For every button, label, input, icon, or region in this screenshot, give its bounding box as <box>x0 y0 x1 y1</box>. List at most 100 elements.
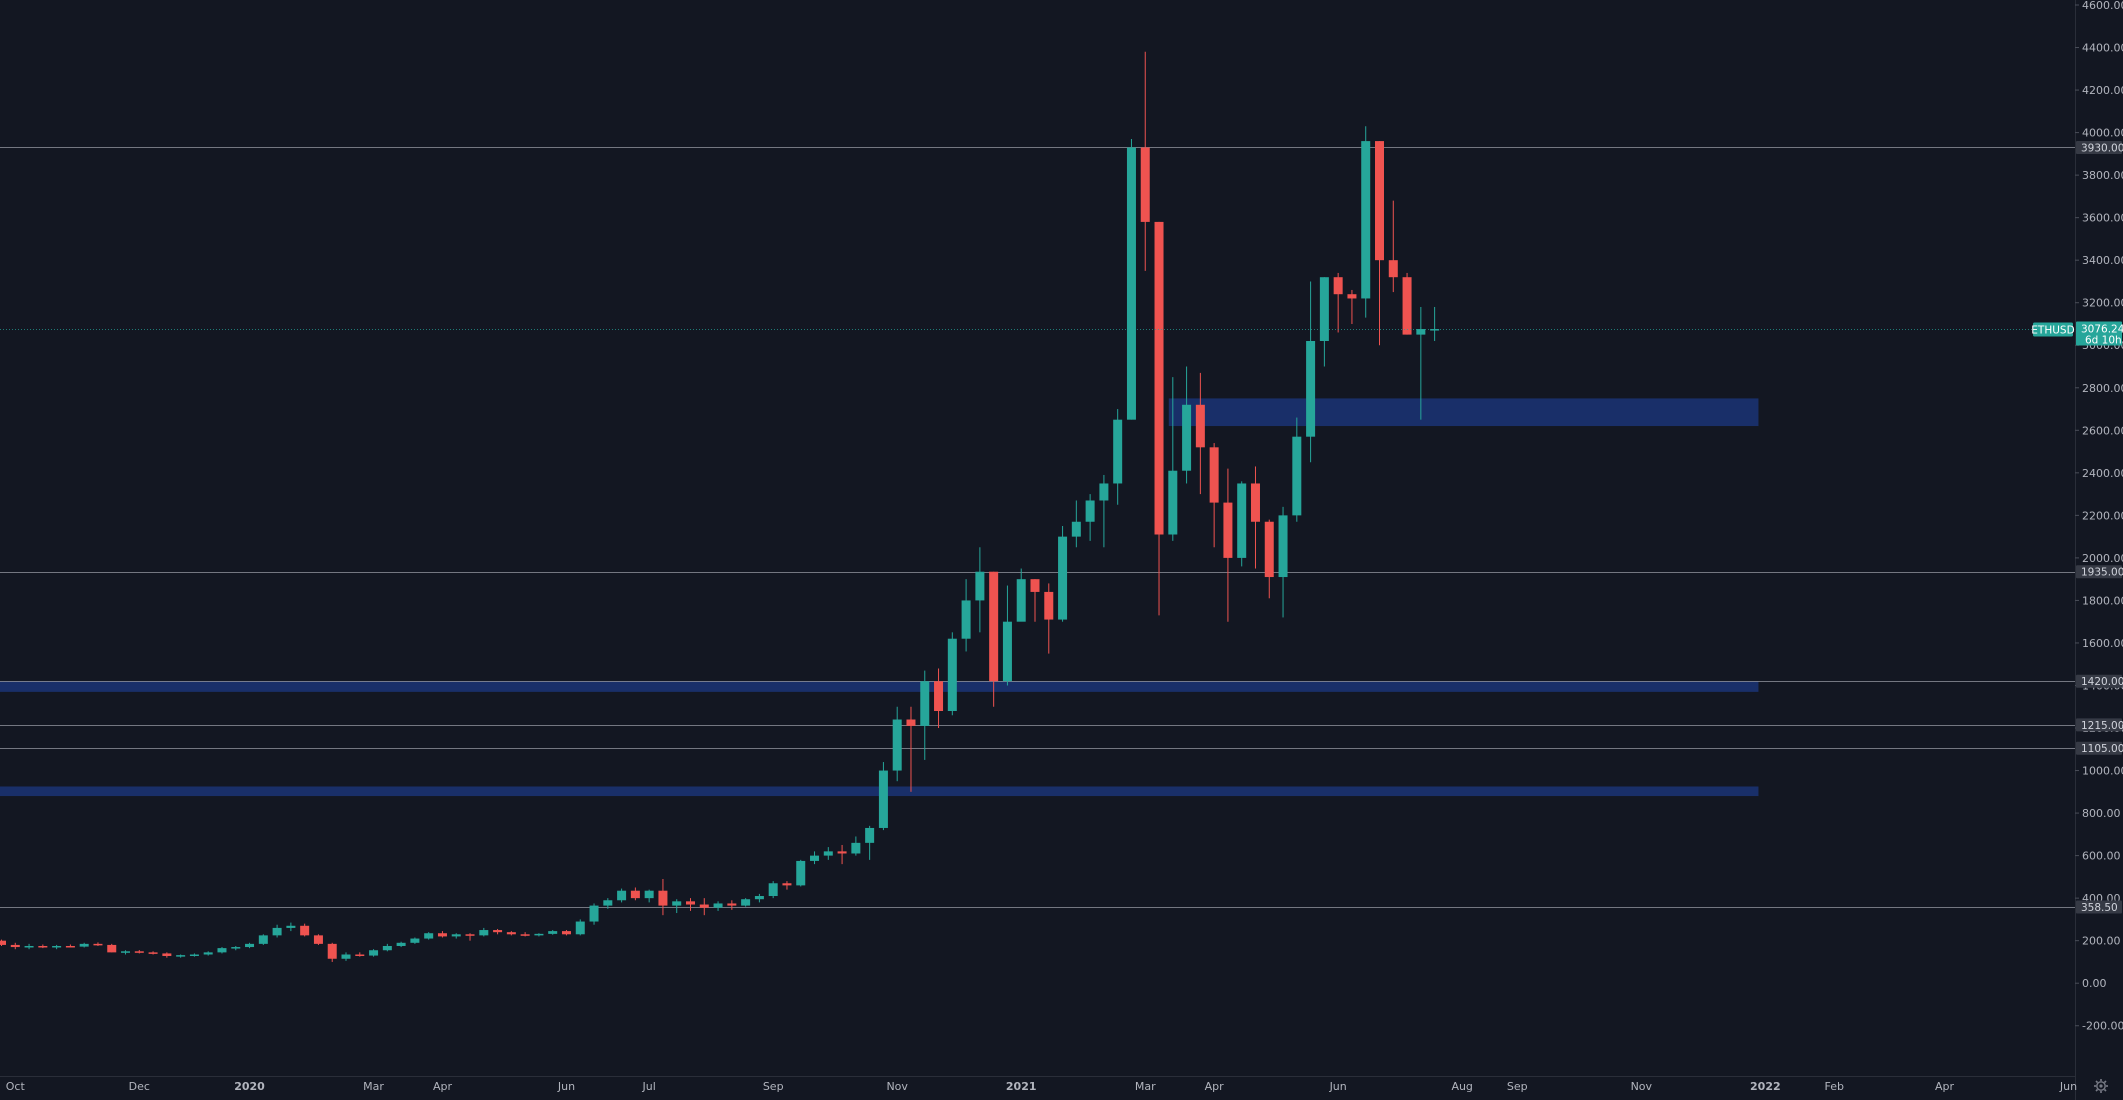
candle-body <box>1306 340 1316 437</box>
candle <box>1154 221 1164 616</box>
price-tick-label: 3200.00 <box>2082 297 2123 310</box>
candle <box>575 919 585 936</box>
candle <box>947 632 957 716</box>
time-tick-label: 2022 <box>1750 1080 1781 1093</box>
candle-body <box>1250 483 1260 522</box>
candle <box>782 881 792 890</box>
time-tick-label: Mar <box>1135 1080 1156 1093</box>
candle <box>1195 372 1205 495</box>
candle <box>754 893 764 903</box>
candle-body <box>493 930 503 933</box>
candle <box>561 930 571 936</box>
candle-body <box>975 571 985 601</box>
candle-body <box>79 943 89 947</box>
candle-body <box>810 855 820 861</box>
candle <box>1333 272 1343 333</box>
candle <box>892 706 902 782</box>
candle <box>327 942 337 962</box>
candle-body <box>575 921 585 935</box>
time-tick-label: Jun <box>1329 1080 1347 1093</box>
candle-body <box>520 934 530 936</box>
candle-body <box>961 600 971 639</box>
candle-body <box>437 933 447 937</box>
level-tag-background <box>2076 140 2122 154</box>
candle <box>121 950 131 955</box>
level-tag-label: 1420.00 <box>2081 676 2123 688</box>
level-tag-background <box>2076 900 2122 914</box>
candle-body <box>189 954 199 956</box>
candle <box>534 933 544 937</box>
candle <box>934 668 944 729</box>
candle <box>1223 468 1233 622</box>
candle-body <box>672 901 682 906</box>
candle-body <box>686 901 695 905</box>
candle <box>548 930 558 935</box>
symbol-tag-label: ETHUSD <box>2031 325 2074 337</box>
price-tick-label: 800.00 <box>2082 807 2121 820</box>
candle-body <box>1099 483 1109 501</box>
candle-body <box>341 954 351 959</box>
candle <box>589 903 599 925</box>
candle <box>231 945 241 951</box>
level-tag-label: 1105.00 <box>2081 743 2123 755</box>
candle <box>437 931 447 938</box>
candle-body <box>162 953 172 956</box>
candle-body <box>851 842 861 854</box>
candle <box>878 762 888 831</box>
candle-body <box>410 938 420 943</box>
candle-body <box>906 719 916 726</box>
zone-0 <box>1168 398 1759 427</box>
price-tick-label: 600.00 <box>2082 850 2121 863</box>
candle <box>65 944 75 948</box>
candle <box>0 939 6 946</box>
candle-body <box>231 947 241 949</box>
candle <box>1126 138 1136 420</box>
price-tick-label: 4400.00 <box>2082 42 2123 55</box>
candle <box>851 836 861 856</box>
candle <box>1388 200 1398 293</box>
price-axis[interactable]: 4600.00 4400.00 4200.00 4000.00 3800.00 3600.… <box>2075 0 2123 1100</box>
candle <box>300 923 310 937</box>
level-price-tag: 358.50 <box>2076 900 2122 914</box>
time-axis[interactable]: Oct Dec 2020 Mar Apr Jun Jul Sep Nov 2021 Mar Apr Ju… <box>0 1076 2077 1100</box>
price-axis-background <box>2075 0 2123 1100</box>
candle-body <box>1140 147 1150 222</box>
candle <box>1347 289 1357 324</box>
time-tick-label: Mar <box>363 1080 384 1093</box>
candle <box>451 933 461 939</box>
candle-body <box>768 883 778 897</box>
settings-gear-icon[interactable] <box>2094 1079 2108 1093</box>
candle-body <box>107 944 117 953</box>
time-tick-label: Jun <box>2059 1080 2077 1093</box>
time-tick-label: Nov <box>886 1080 908 1093</box>
candle <box>465 933 475 941</box>
candle <box>644 889 654 903</box>
last-price-tag-background <box>2076 321 2122 346</box>
candle <box>961 579 971 652</box>
candle <box>837 844 847 865</box>
candle <box>1182 366 1192 484</box>
candle <box>1209 443 1219 548</box>
candle-body <box>1361 141 1371 299</box>
candle-body <box>203 952 213 955</box>
candle <box>410 937 420 944</box>
last-price-value: 3076.24 <box>2081 324 2123 336</box>
candle <box>313 934 323 945</box>
candle <box>1002 585 1012 686</box>
candle-body <box>65 945 75 948</box>
price-tick-label: 1600.00 <box>2082 637 2123 650</box>
candle <box>382 943 392 952</box>
candle-body <box>1195 404 1205 448</box>
candle <box>1361 126 1371 318</box>
candle-body <box>782 883 792 886</box>
candle <box>686 898 695 911</box>
price-tick-label: 2600.00 <box>2082 424 2123 437</box>
candle <box>920 670 930 760</box>
level-price-tag: 1420.00 <box>2076 674 2123 688</box>
candle <box>603 898 613 909</box>
candle-body <box>451 934 461 937</box>
candle <box>1044 583 1054 654</box>
candle <box>203 951 213 956</box>
candle-body <box>644 890 654 899</box>
